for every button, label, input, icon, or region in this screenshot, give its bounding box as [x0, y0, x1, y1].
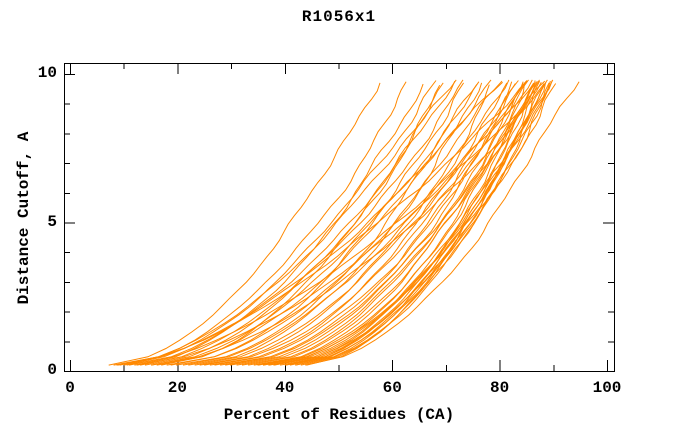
curve — [305, 81, 580, 366]
y-tick-label: 5 — [47, 212, 57, 231]
curve — [119, 81, 503, 366]
y-tick-label: 0 — [47, 361, 57, 379]
curve — [194, 81, 513, 366]
curve — [151, 83, 545, 366]
curve — [151, 81, 480, 366]
x-tick-label: 60 — [382, 379, 402, 397]
curve — [268, 79, 554, 366]
curve — [156, 85, 441, 366]
curve — [117, 79, 457, 366]
curve — [116, 80, 528, 366]
axis-ticks — [64, 63, 614, 372]
y-tick-label: 10 — [37, 64, 57, 82]
curve — [257, 80, 551, 366]
y-axis-label: Distance Cutoff, A — [15, 131, 33, 305]
curve — [280, 80, 541, 366]
curve — [295, 83, 557, 366]
curve — [199, 84, 490, 366]
chart-title: R1056x1 — [301, 8, 377, 26]
x-tick-label: 0 — [65, 379, 75, 397]
curve — [182, 79, 510, 366]
curve-series — [108, 79, 580, 366]
curve — [123, 80, 437, 366]
curve — [273, 80, 553, 366]
curve — [170, 80, 503, 366]
curve — [220, 83, 516, 366]
curve — [113, 81, 407, 366]
x-tick-label: 40 — [275, 379, 295, 397]
x-tick-label: 80 — [489, 379, 510, 397]
curve — [166, 82, 465, 366]
curve — [140, 79, 464, 366]
curve — [108, 82, 381, 366]
x-tick-label: 20 — [167, 379, 187, 397]
curve — [209, 82, 508, 366]
curve — [126, 82, 535, 366]
curve — [236, 79, 533, 366]
curve — [129, 80, 456, 366]
curve — [285, 82, 550, 366]
x-tick-label: 100 — [592, 379, 622, 397]
curve — [257, 80, 538, 366]
curve — [229, 80, 519, 366]
curve — [273, 82, 537, 366]
curve — [176, 83, 478, 366]
x-axis-label: Percent of Residues (CA) — [223, 406, 455, 424]
curve — [136, 80, 546, 366]
